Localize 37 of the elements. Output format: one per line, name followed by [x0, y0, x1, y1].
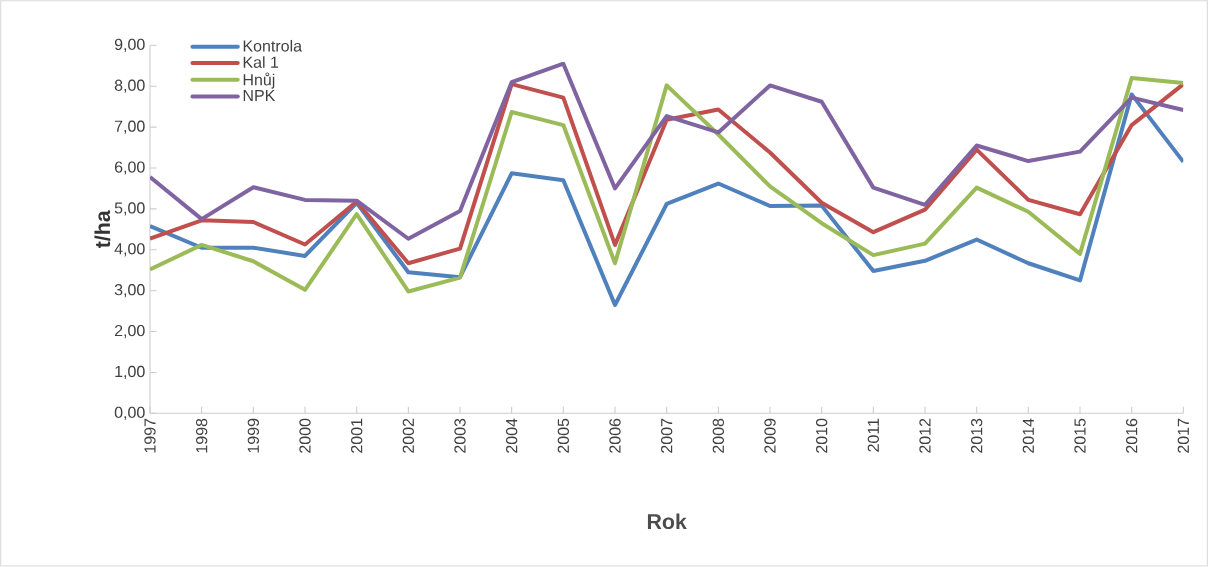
x-tick-label: 2007 [661, 419, 673, 454]
legend-label: Kal 1 [243, 56, 279, 69]
legend-label: Hnůj [243, 72, 275, 89]
y-tick-label: 4,00 [114, 243, 145, 257]
y-tick-label: 2,00 [114, 325, 145, 339]
y-tick-label: 1,00 [115, 366, 145, 380]
y-tick-label: 0,00 [114, 406, 145, 421]
legend-label: NPK [243, 90, 276, 102]
y-tick-label: 8,00 [114, 79, 145, 94]
x-tick-label: 2003 [454, 418, 466, 454]
x-tick-label: 2000 [299, 418, 311, 454]
y-tick-label: 7,00 [114, 120, 145, 134]
y-tick-label: 9,00 [114, 38, 145, 53]
x-tick-label: 2006 [609, 418, 621, 454]
x-tick-label: 2010 [816, 418, 828, 454]
x-tick-label: 2001 [351, 419, 363, 454]
x-tick-label: 2009 [764, 418, 776, 454]
y-axis-title: t/ha [94, 210, 111, 249]
y-tick-label: 5,00 [114, 202, 145, 216]
x-tick-label: 2014 [1022, 418, 1034, 454]
x-tick-label: 1999 [247, 418, 259, 453]
x-tick-label: 2005 [557, 418, 569, 454]
x-tick-label: 2013 [971, 418, 983, 454]
x-tick-label: 2008 [712, 418, 724, 454]
x-tick-label: 2004 [506, 418, 518, 454]
x-tick-label: 2017 [1177, 419, 1189, 454]
x-tick-label: 1997 [144, 419, 156, 453]
x-tick-label: 1998 [196, 418, 208, 453]
legend-label: Kontrola [243, 40, 303, 52]
x-tick-label: 2011 [867, 419, 879, 452]
x-tick-label: 2012 [919, 419, 931, 454]
x-tick-label: 2016 [1126, 418, 1138, 454]
x-axis-title: Rok [647, 513, 687, 530]
x-tick-label: 2015 [1074, 418, 1086, 454]
x-tick-label: 2002 [402, 419, 414, 454]
y-tick-label: 6,00 [114, 161, 145, 175]
y-tick-label: 3,00 [114, 284, 145, 298]
